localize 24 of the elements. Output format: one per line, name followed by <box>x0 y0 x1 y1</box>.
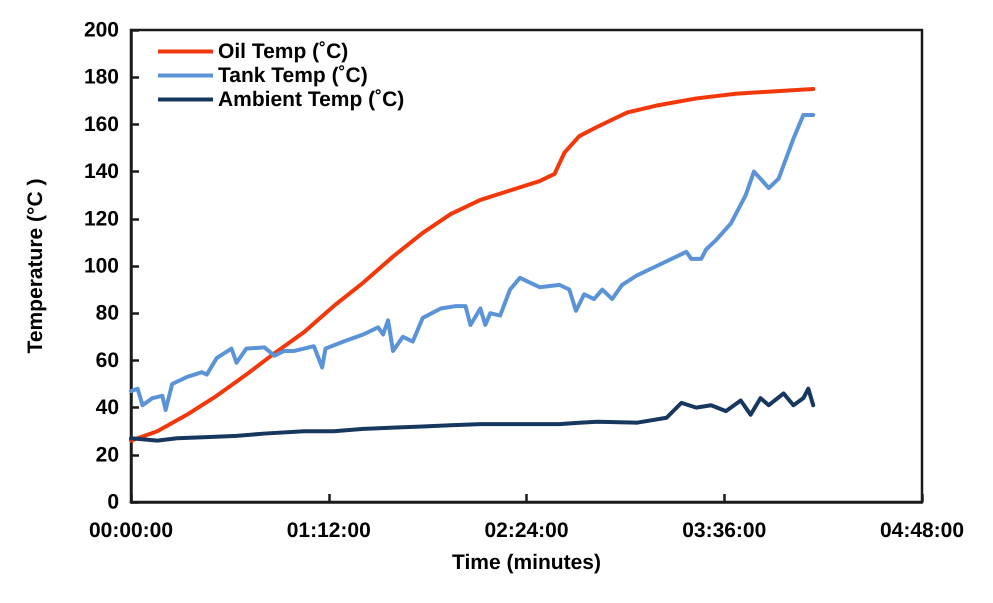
legend-label: Oil Temp (˚C) <box>218 40 348 63</box>
x-tick-label: 01:12:00 <box>286 519 371 542</box>
line-series <box>129 386 816 443</box>
y-tick-label: 80 <box>96 302 119 325</box>
y-tick-label: 200 <box>84 18 119 42</box>
x-tick-label: 03:36:00 <box>682 519 766 542</box>
legend-label: Tank Temp (˚C) <box>218 64 368 87</box>
y-tick-label: 100 <box>84 254 119 278</box>
line-series <box>129 87 816 443</box>
y-tick-label: 20 <box>96 443 119 466</box>
y-tick-label: 160 <box>84 112 119 136</box>
y-axis-title: Temperature (°C ) <box>24 178 47 354</box>
x-tick-label: 02:24:00 <box>484 519 569 542</box>
y-tick-label: 60 <box>96 348 119 372</box>
legend-label: Ambient Temp (˚C) <box>218 88 404 111</box>
line-series <box>129 112 816 412</box>
y-tick-label: 140 <box>84 160 119 184</box>
y-tick-label: 40 <box>96 396 119 420</box>
x-axis-title: Time (minutes) <box>452 551 601 574</box>
y-tick-label: 0 <box>107 490 119 514</box>
y-tick-label: 180 <box>84 66 119 89</box>
y-tick-label: 120 <box>84 207 119 230</box>
x-tick-label: 00:00:00 <box>88 519 174 542</box>
x-tick-label: 04:48:00 <box>880 519 964 542</box>
